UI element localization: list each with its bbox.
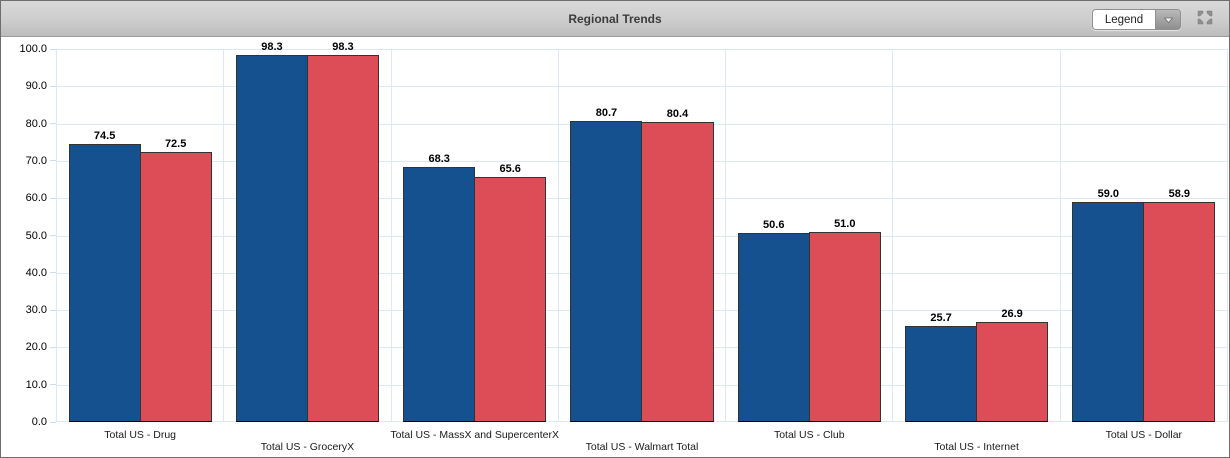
bar-series-1[interactable]: 59.0 (1072, 188, 1145, 422)
bar-value-label: 98.3 (332, 41, 354, 54)
category-column: 74.5 72.5 Total US - Drug (57, 49, 225, 441)
bar-value-label: 58.9 (1168, 188, 1191, 201)
bar-series-2[interactable]: 26.9 (976, 308, 1049, 422)
bar-value-label: 26.9 (1001, 307, 1023, 320)
y-axis-tick-label: 0.0 (31, 416, 47, 428)
bar-value-label: 50.6 (763, 219, 785, 232)
bar-group: 68.3 65.6 (403, 49, 547, 422)
category-column: 25.7 26.9 Total US - Internet (893, 49, 1061, 453)
bar-series-1[interactable]: 68.3 (403, 153, 476, 422)
collapse-arrows-icon (1197, 10, 1213, 30)
x-axis-category-label: Total US - GroceryX (260, 441, 355, 453)
category-column: 98.3 98.3 Total US - GroceryX (224, 41, 392, 453)
y-axis-tick (50, 48, 56, 50)
y-axis-tick-label: 30.0 (25, 304, 47, 317)
plot-area: 74.5 72.5 Total US - Drug 98.3 98.3 Total US … (56, 41, 1228, 453)
y-axis: 0.0 10.0 20.0 30.0 40.0 50.0 60.0 70.0 80.0 90.0 1… (1, 43, 49, 428)
bar-series-1[interactable]: 98.3 (235, 41, 308, 422)
y-axis-tick-label: 50.0 (25, 229, 47, 242)
category-column: 80.7 80.4 Total US - Walmart Total (559, 49, 727, 453)
y-axis-tick (50, 272, 56, 274)
y-axis-tick-label: 70.0 (25, 154, 47, 167)
bar-value-label: 25.7 (930, 312, 952, 325)
bar-group: 50.6 51.0 (737, 49, 881, 422)
y-axis-tick-label: 80.0 (25, 117, 47, 130)
legend-dropdown-button[interactable] (1155, 10, 1180, 29)
bar-series-2[interactable]: 80.4 (641, 108, 714, 422)
y-axis-tick (50, 123, 56, 125)
x-axis-category-label: Total US - Internet (934, 441, 1019, 453)
legend-dropdown[interactable]: Legend (1092, 9, 1181, 30)
y-axis-tick-label: 100.0 (19, 43, 47, 55)
y-axis-tick-label: 10.0 (25, 378, 47, 391)
y-axis-tick (50, 309, 56, 311)
y-axis-tick-label: 90.0 (25, 80, 47, 93)
bar-group: 80.7 80.4 (570, 49, 714, 422)
y-axis-tick (50, 346, 56, 348)
bar-value-label: 74.5 (93, 130, 116, 143)
y-axis-tick (50, 384, 56, 386)
y-axis-tick (50, 197, 56, 199)
bar-series-1[interactable]: 74.5 (68, 130, 141, 422)
bar-series-2[interactable]: 98.3 (306, 41, 379, 422)
gridline (57, 86, 1228, 88)
y-axis-tick (50, 421, 56, 423)
widget-header: Regional Trends Legend (1, 1, 1229, 37)
category-column: 59.0 58.9 Total US - Dollar (1061, 49, 1228, 441)
bar-chart: 0.0 10.0 20.0 30.0 40.0 50.0 60.0 70.0 80.0 90.0 1… (1, 38, 1229, 457)
bar-value-label: 98.3 (261, 41, 283, 54)
bar-value-label: 65.6 (499, 163, 521, 176)
gridline (57, 49, 1228, 50)
bar-group: 25.7 26.9 (905, 49, 1049, 422)
category-column: 68.3 65.6 Total US - MassX and Supercenter… (390, 49, 559, 441)
y-axis-tick (50, 235, 56, 236)
bar-series-2[interactable]: 65.6 (474, 163, 547, 422)
collapse-widget-button[interactable] (1196, 10, 1213, 30)
x-axis-category-label: Total US - MassX and SupercenterX (390, 429, 560, 441)
x-axis-category-label: Total US - Walmart Total (585, 441, 699, 453)
x-axis-category-label: Total US - Club (773, 429, 845, 441)
x-axis-category-label: Total US - Dollar (1105, 429, 1183, 441)
x-axis-category-label: Total US - Drug (104, 429, 177, 441)
bar-series-2[interactable]: 51.0 (808, 218, 881, 422)
bar-series-1[interactable]: 50.6 (737, 219, 810, 422)
bar-series-1[interactable]: 25.7 (905, 312, 978, 422)
bar-value-label: 72.5 (164, 137, 187, 150)
bar-value-label: 68.3 (428, 153, 450, 166)
bar-group: 74.5 72.5 (68, 49, 212, 422)
bar-value-label: 51.0 (834, 217, 856, 230)
bar-value-label: 59.0 (1097, 187, 1120, 200)
y-axis-tick-label: 20.0 (25, 341, 47, 354)
category-column: 50.6 51.0 Total US - Club (726, 49, 894, 441)
bar-group: 98.3 98.3 (235, 41, 379, 422)
y-axis-tick (50, 85, 56, 87)
chevron-down-icon (1163, 17, 1173, 23)
page-title: Regional Trends (568, 12, 662, 26)
y-axis-tick-label: 60.0 (25, 192, 47, 205)
bar-series-2[interactable]: 58.9 (1143, 188, 1216, 422)
bar-value-label: 80.4 (666, 108, 689, 121)
bar-value-label: 80.7 (595, 107, 618, 119)
y-axis-tick (50, 160, 56, 162)
y-axis-tick-label: 40.0 (25, 266, 47, 279)
bar-group: 59.0 58.9 (1072, 49, 1216, 422)
bar-series-2[interactable]: 72.5 (139, 138, 212, 422)
bar-series-1[interactable]: 80.7 (570, 107, 643, 422)
legend-dropdown-value[interactable]: Legend (1093, 10, 1155, 29)
